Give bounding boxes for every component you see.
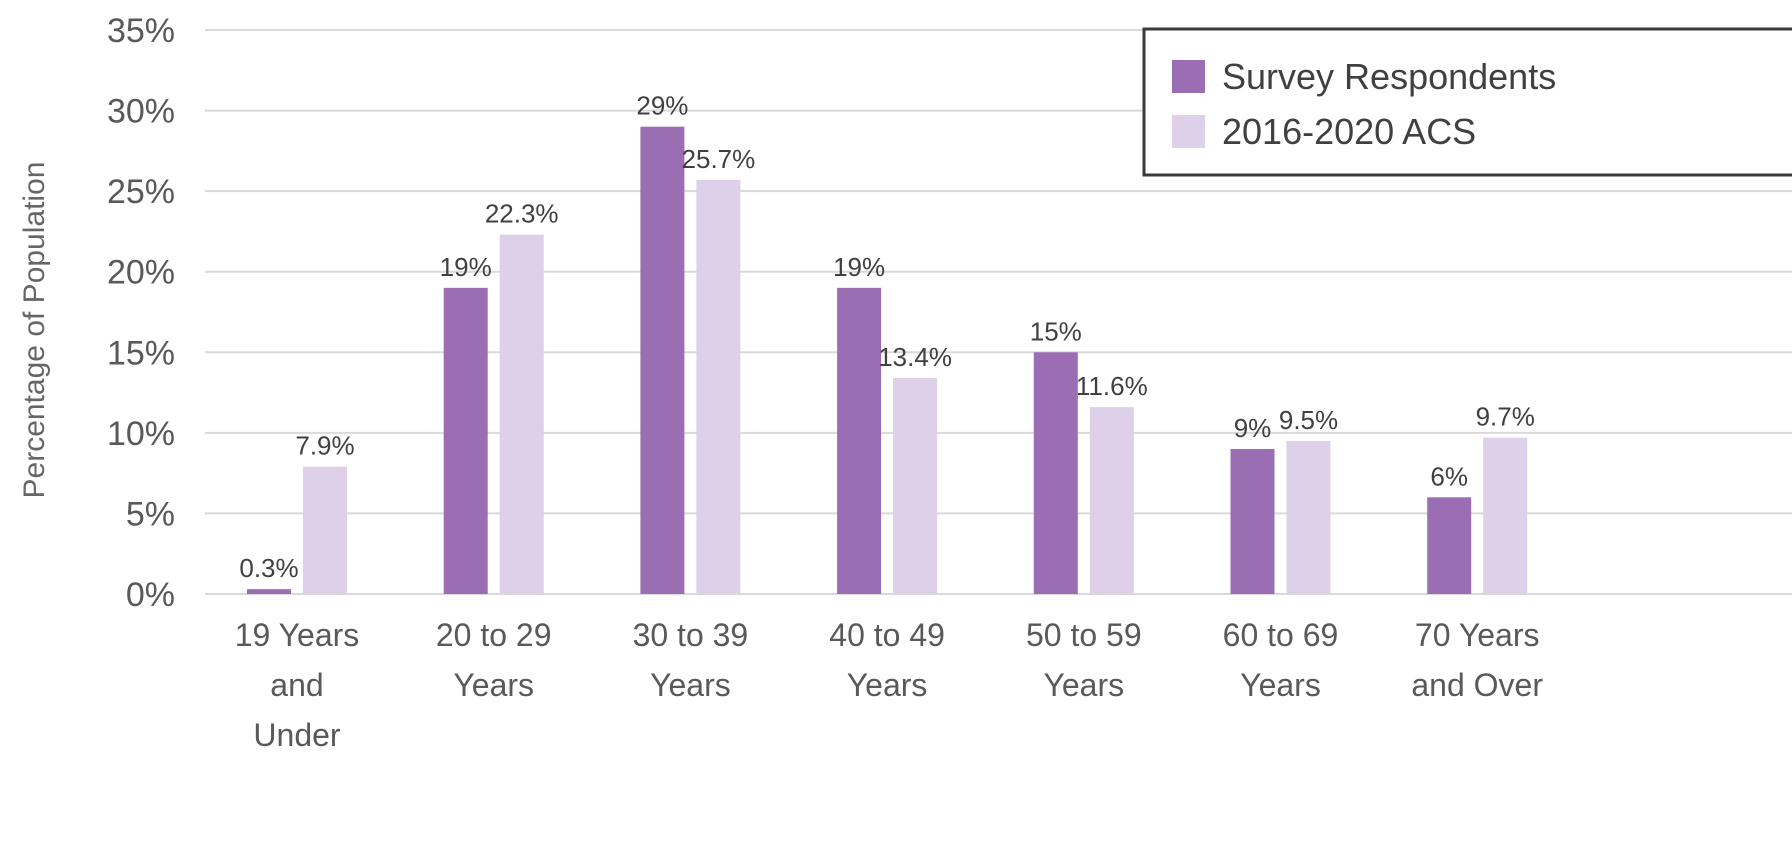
bar bbox=[837, 287, 882, 594]
data-label: 19% bbox=[440, 252, 492, 282]
data-label: 9% bbox=[1234, 413, 1272, 443]
x-tick-label-line: and bbox=[270, 667, 323, 703]
legend-label: 2016-2020 ACS bbox=[1222, 111, 1476, 152]
data-label: 7.9% bbox=[295, 431, 354, 461]
y-tick-label: 15% bbox=[107, 334, 175, 372]
legend-label: Survey Respondents bbox=[1222, 56, 1556, 97]
x-tick-label-line: 19 Years bbox=[235, 617, 360, 653]
bar bbox=[1089, 407, 1134, 594]
legend: Survey Respondents 2016-2020 ACS bbox=[1142, 27, 1792, 177]
bar bbox=[1427, 497, 1472, 594]
x-tick-label-line: 60 to 69 bbox=[1223, 617, 1339, 653]
x-tick-label-line: Years bbox=[650, 667, 731, 703]
x-tick-label-line: Years bbox=[453, 667, 534, 703]
x-tick-label: 30 to 39 Years bbox=[633, 617, 749, 703]
y-tick-label: 25% bbox=[107, 173, 175, 211]
data-label: 15% bbox=[1030, 316, 1082, 346]
bar bbox=[247, 589, 291, 594]
data-label: 25.7% bbox=[682, 144, 756, 174]
x-tick-label: 60 to 69 Years bbox=[1223, 617, 1339, 703]
data-label: 22.3% bbox=[485, 199, 559, 229]
x-tick-label: 70 Years and Over bbox=[1411, 617, 1543, 703]
bar bbox=[499, 234, 544, 594]
data-label: 13.4% bbox=[878, 342, 952, 372]
legend-box bbox=[1142, 27, 1792, 177]
data-labels: 0.3% 7.9% 19% 22.3% 29% 25.7% 19% 13.4% 15% 11.6%… bbox=[239, 91, 1534, 583]
x-tick-label-line: Under bbox=[253, 717, 341, 753]
y-tick-label: 0% bbox=[126, 576, 175, 614]
data-label: 19% bbox=[833, 252, 885, 282]
x-tick-label-line: Years bbox=[847, 667, 928, 703]
x-axis-ticks: 19 Years and Under 20 to 29 Years 30 to 39 Yea… bbox=[235, 617, 1544, 753]
x-tick-label-line: Years bbox=[1043, 667, 1124, 703]
y-tick-label: 20% bbox=[107, 254, 175, 292]
x-tick-label-line: 30 to 39 bbox=[633, 617, 749, 653]
x-tick-label-line: 50 to 59 bbox=[1026, 617, 1142, 653]
bar bbox=[1483, 437, 1528, 594]
data-label: 9.5% bbox=[1279, 405, 1338, 435]
bar bbox=[443, 287, 488, 594]
legend-swatch bbox=[1172, 60, 1205, 93]
bar bbox=[893, 378, 938, 594]
x-tick-label: 50 to 59 Years bbox=[1026, 617, 1142, 703]
bar bbox=[1033, 352, 1078, 594]
y-tick-label: 35% bbox=[107, 12, 175, 50]
x-tick-label: 20 to 29 Years bbox=[436, 617, 552, 703]
bar bbox=[640, 126, 685, 594]
y-axis-label: Percentage of Population bbox=[18, 162, 51, 499]
x-tick-label-line: 20 to 29 bbox=[436, 617, 552, 653]
data-label: 9.7% bbox=[1476, 402, 1535, 432]
data-label: 6% bbox=[1430, 461, 1468, 491]
bar bbox=[1286, 440, 1331, 594]
bar bbox=[303, 466, 347, 594]
y-tick-label: 5% bbox=[126, 495, 175, 533]
bar bbox=[696, 179, 741, 594]
bar bbox=[1230, 448, 1275, 594]
x-tick-label: 40 to 49 Years bbox=[829, 617, 945, 703]
data-label: 11.6% bbox=[1076, 371, 1148, 401]
x-tick-label-line: and Over bbox=[1411, 667, 1543, 703]
legend-swatch bbox=[1172, 115, 1205, 148]
x-tick-label-line: 70 Years bbox=[1415, 617, 1540, 653]
data-label: 29% bbox=[636, 91, 688, 121]
bars bbox=[247, 126, 1528, 594]
data-label: 0.3% bbox=[239, 553, 298, 583]
x-tick-label-line: Years bbox=[1240, 667, 1321, 703]
y-tick-label: 30% bbox=[107, 93, 175, 131]
y-axis-ticks: 0% 5% 10% 15% 20% 25% 30% 35% bbox=[107, 12, 175, 614]
x-tick-label-line: 40 to 49 bbox=[829, 617, 945, 653]
x-tick-label: 19 Years and Under bbox=[235, 617, 360, 753]
y-tick-label: 10% bbox=[107, 415, 175, 453]
